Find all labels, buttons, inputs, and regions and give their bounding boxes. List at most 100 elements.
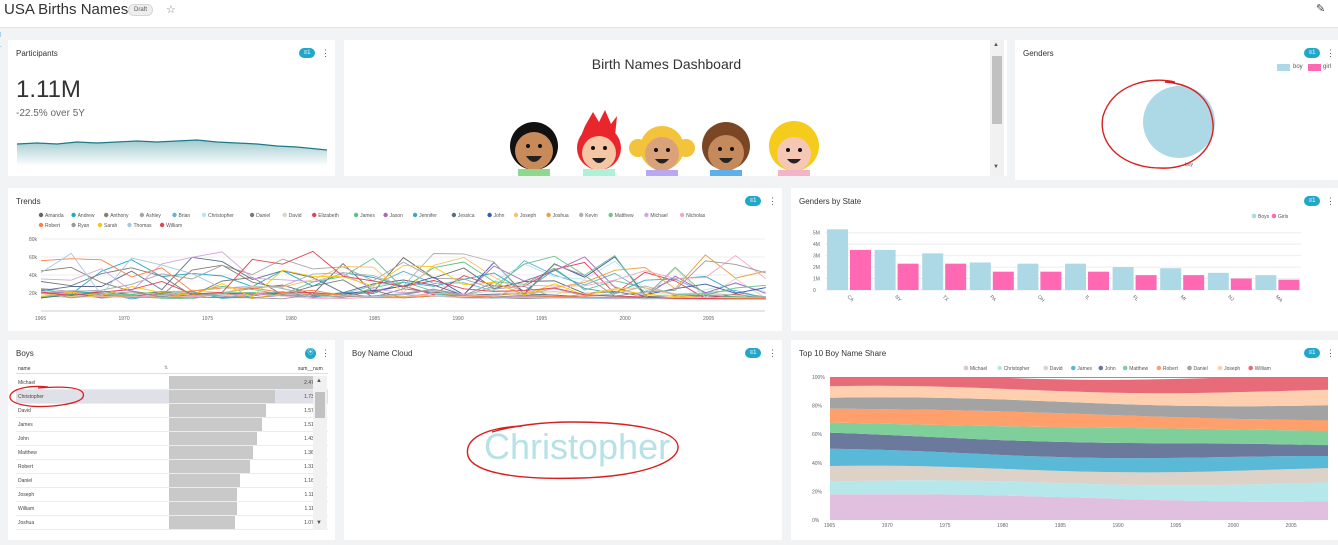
bar-boys-ny[interactable] — [874, 249, 896, 290]
legend-label-kevin[interactable]: Kevin — [585, 213, 598, 219]
legend-dot-nicholas[interactable] — [679, 212, 685, 218]
bar-girls-ny[interactable] — [897, 263, 919, 290]
bar-boys-ma[interactable] — [1255, 275, 1277, 290]
scroll-thumb[interactable] — [992, 56, 1002, 124]
col-header-sum[interactable]: sum__num — [298, 366, 323, 372]
legend-label-elizabeth[interactable]: Elizabeth — [318, 213, 339, 219]
legend-dot-elizabeth[interactable] — [312, 212, 317, 218]
legend-label-sarah[interactable]: Sarah — [104, 223, 118, 229]
legend-dot-robert[interactable] — [38, 222, 44, 228]
area-matthew[interactable] — [830, 377, 1328, 446]
more-icon[interactable]: ⋮ — [1326, 48, 1335, 58]
legend-label-michael[interactable]: Michael — [970, 366, 987, 372]
filter-badge[interactable]: ≡1 — [1304, 348, 1320, 358]
series-line-william[interactable] — [40, 250, 766, 300]
legend-label-daniel[interactable]: Daniel — [1194, 366, 1208, 372]
legend-label-jennifer[interactable]: Jennifer — [419, 213, 437, 219]
bar-boys-fl[interactable] — [1112, 267, 1134, 290]
bar-boys-oh[interactable] — [1017, 263, 1039, 290]
filter-badge[interactable]: ⦿ — [305, 348, 316, 359]
table-row[interactable]: Joseph 1.11M — [16, 488, 328, 502]
legend-label-matthew[interactable]: Matthew — [615, 213, 634, 219]
legend-label-joshua[interactable]: Joshua — [553, 213, 569, 219]
legend-label-amanda[interactable]: Amanda — [45, 213, 64, 219]
bar-girls-oh[interactable] — [1040, 271, 1062, 290]
legend-dot-thomas[interactable] — [127, 222, 132, 228]
filter-badge[interactable]: ≡1 — [1304, 196, 1320, 206]
area-michael[interactable] — [830, 377, 1328, 520]
bar-boys-il[interactable] — [1065, 263, 1086, 290]
legend-label-girls[interactable]: Girls — [1278, 214, 1289, 220]
legend-dot-david[interactable] — [282, 212, 287, 218]
legend-dot-william[interactable] — [1248, 365, 1253, 371]
legend-dot-daniel[interactable] — [1187, 365, 1192, 371]
legend-dot-amanda[interactable] — [38, 212, 44, 218]
legend-label-joseph[interactable]: Joseph — [520, 213, 536, 219]
legend-label-brian[interactable]: Brian — [179, 213, 191, 219]
series-line-robert[interactable] — [40, 258, 766, 300]
table-row[interactable]: Daniel 1.16M — [16, 474, 328, 488]
bar-girls-pa[interactable] — [992, 271, 1014, 290]
table-row[interactable]: John 1.43M — [16, 432, 328, 446]
word-cloud-word[interactable]: Christopher — [484, 426, 671, 467]
table-scrollbar[interactable]: ▲ ▼ — [313, 376, 327, 530]
bar-girls-mi[interactable] — [1183, 275, 1205, 290]
legend-label-joseph[interactable]: Joseph — [1224, 366, 1240, 372]
legend-dot-andrew[interactable] — [71, 212, 76, 218]
bar-girls-il[interactable] — [1088, 271, 1109, 290]
bar-girls-ma[interactable] — [1278, 279, 1300, 290]
area-david[interactable] — [830, 377, 1328, 486]
filter-badge[interactable]: ≡1 — [299, 48, 315, 58]
legend-dot-boys[interactable] — [1251, 213, 1257, 219]
legend-label-ryan[interactable]: Ryan — [78, 223, 90, 229]
legend-label-james[interactable]: James — [1077, 366, 1092, 372]
more-icon[interactable]: ⋮ — [768, 348, 777, 358]
table-row[interactable]: William 1.11M — [16, 502, 328, 516]
sort-icon[interactable]: ⇅ — [164, 365, 169, 371]
legend-label-robert[interactable]: Robert — [1163, 366, 1179, 372]
legend-dot-anthony[interactable] — [104, 212, 109, 218]
legend-dot-joseph[interactable] — [1217, 365, 1223, 371]
legend-dot-john[interactable] — [487, 212, 492, 218]
legend-dot-joseph[interactable] — [513, 212, 519, 218]
legend-dot-sarah[interactable] — [97, 222, 103, 228]
scroll-up-icon[interactable]: ▲ — [316, 378, 322, 384]
legend-dot-matthew[interactable] — [608, 212, 613, 218]
legend-label-william[interactable]: William — [1255, 366, 1271, 372]
legend-label-john[interactable]: John — [1105, 366, 1116, 372]
legend-dot-joshua[interactable] — [546, 212, 551, 218]
col-header-name[interactable]: name — [18, 366, 31, 372]
legend-dot-matthew[interactable] — [1122, 365, 1128, 371]
series-line-thomas[interactable] — [40, 252, 766, 300]
area-john[interactable] — [830, 377, 1328, 459]
legend-dot-ryan[interactable] — [71, 222, 76, 228]
legend-dot-jason[interactable] — [383, 212, 388, 218]
legend-label-andrew[interactable]: Andrew — [78, 213, 95, 219]
more-icon[interactable]: ⋮ — [321, 348, 330, 358]
star-icon[interactable]: ☆ — [166, 4, 176, 16]
legend-dot-ashley[interactable] — [139, 212, 145, 218]
more-icon[interactable]: ⋮ — [321, 48, 330, 58]
area-james[interactable] — [830, 377, 1328, 473]
area-christopher[interactable] — [830, 377, 1328, 502]
dashboard-title[interactable]: USA Births Names — [4, 1, 129, 18]
legend-dot-daniel[interactable] — [249, 212, 255, 218]
area-robert[interactable] — [830, 377, 1328, 431]
bar-girls-nj[interactable] — [1230, 278, 1252, 290]
filter-badge[interactable]: ≡1 — [1304, 48, 1320, 58]
legend-dot-kevin[interactable] — [579, 212, 584, 218]
top10-share-chart[interactable]: Michael Christopher David James John Matthew R… — [791, 340, 1338, 540]
legend-label-james[interactable]: James — [360, 213, 375, 219]
legend-label-robert[interactable]: Robert — [45, 223, 61, 229]
legend-label-jason[interactable]: Jason — [390, 213, 404, 219]
scroll-down-icon[interactable]: ▼ — [993, 164, 999, 170]
bar-girls-ca[interactable] — [850, 249, 871, 290]
legend-dot-robert[interactable] — [1156, 365, 1162, 371]
legend-label-anthony[interactable]: Anthony — [110, 213, 129, 219]
bar-boys-mi[interactable] — [1160, 268, 1182, 290]
legend-dot-james[interactable] — [353, 212, 359, 218]
genders-by-state-chart[interactable]: Boys Girls 5M 4M 3M 2M 1M 0 CA NY TX PA OH IL FL MI NJ MA — [791, 188, 1338, 331]
draft-badge[interactable]: Draft — [128, 4, 154, 16]
legend-label-david[interactable]: David — [1050, 366, 1063, 372]
legend-label-boys[interactable]: Boys — [1258, 214, 1270, 220]
